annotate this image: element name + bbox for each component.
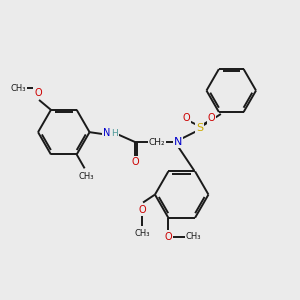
Text: N: N bbox=[103, 128, 110, 138]
Text: N: N bbox=[174, 137, 182, 147]
Text: O: O bbox=[34, 88, 42, 98]
Text: CH₃: CH₃ bbox=[134, 229, 150, 238]
Text: O: O bbox=[131, 157, 139, 167]
Text: CH₃: CH₃ bbox=[79, 172, 94, 181]
Text: NH: NH bbox=[103, 128, 118, 138]
Text: O: O bbox=[138, 206, 146, 215]
Text: O: O bbox=[208, 113, 215, 123]
Text: CH₃: CH₃ bbox=[11, 84, 26, 93]
Text: S: S bbox=[196, 123, 203, 133]
Text: CH₂: CH₂ bbox=[148, 138, 165, 147]
Text: CH₃: CH₃ bbox=[185, 232, 201, 241]
Text: H: H bbox=[111, 129, 118, 138]
Text: O: O bbox=[164, 232, 172, 242]
Text: O: O bbox=[183, 113, 190, 123]
